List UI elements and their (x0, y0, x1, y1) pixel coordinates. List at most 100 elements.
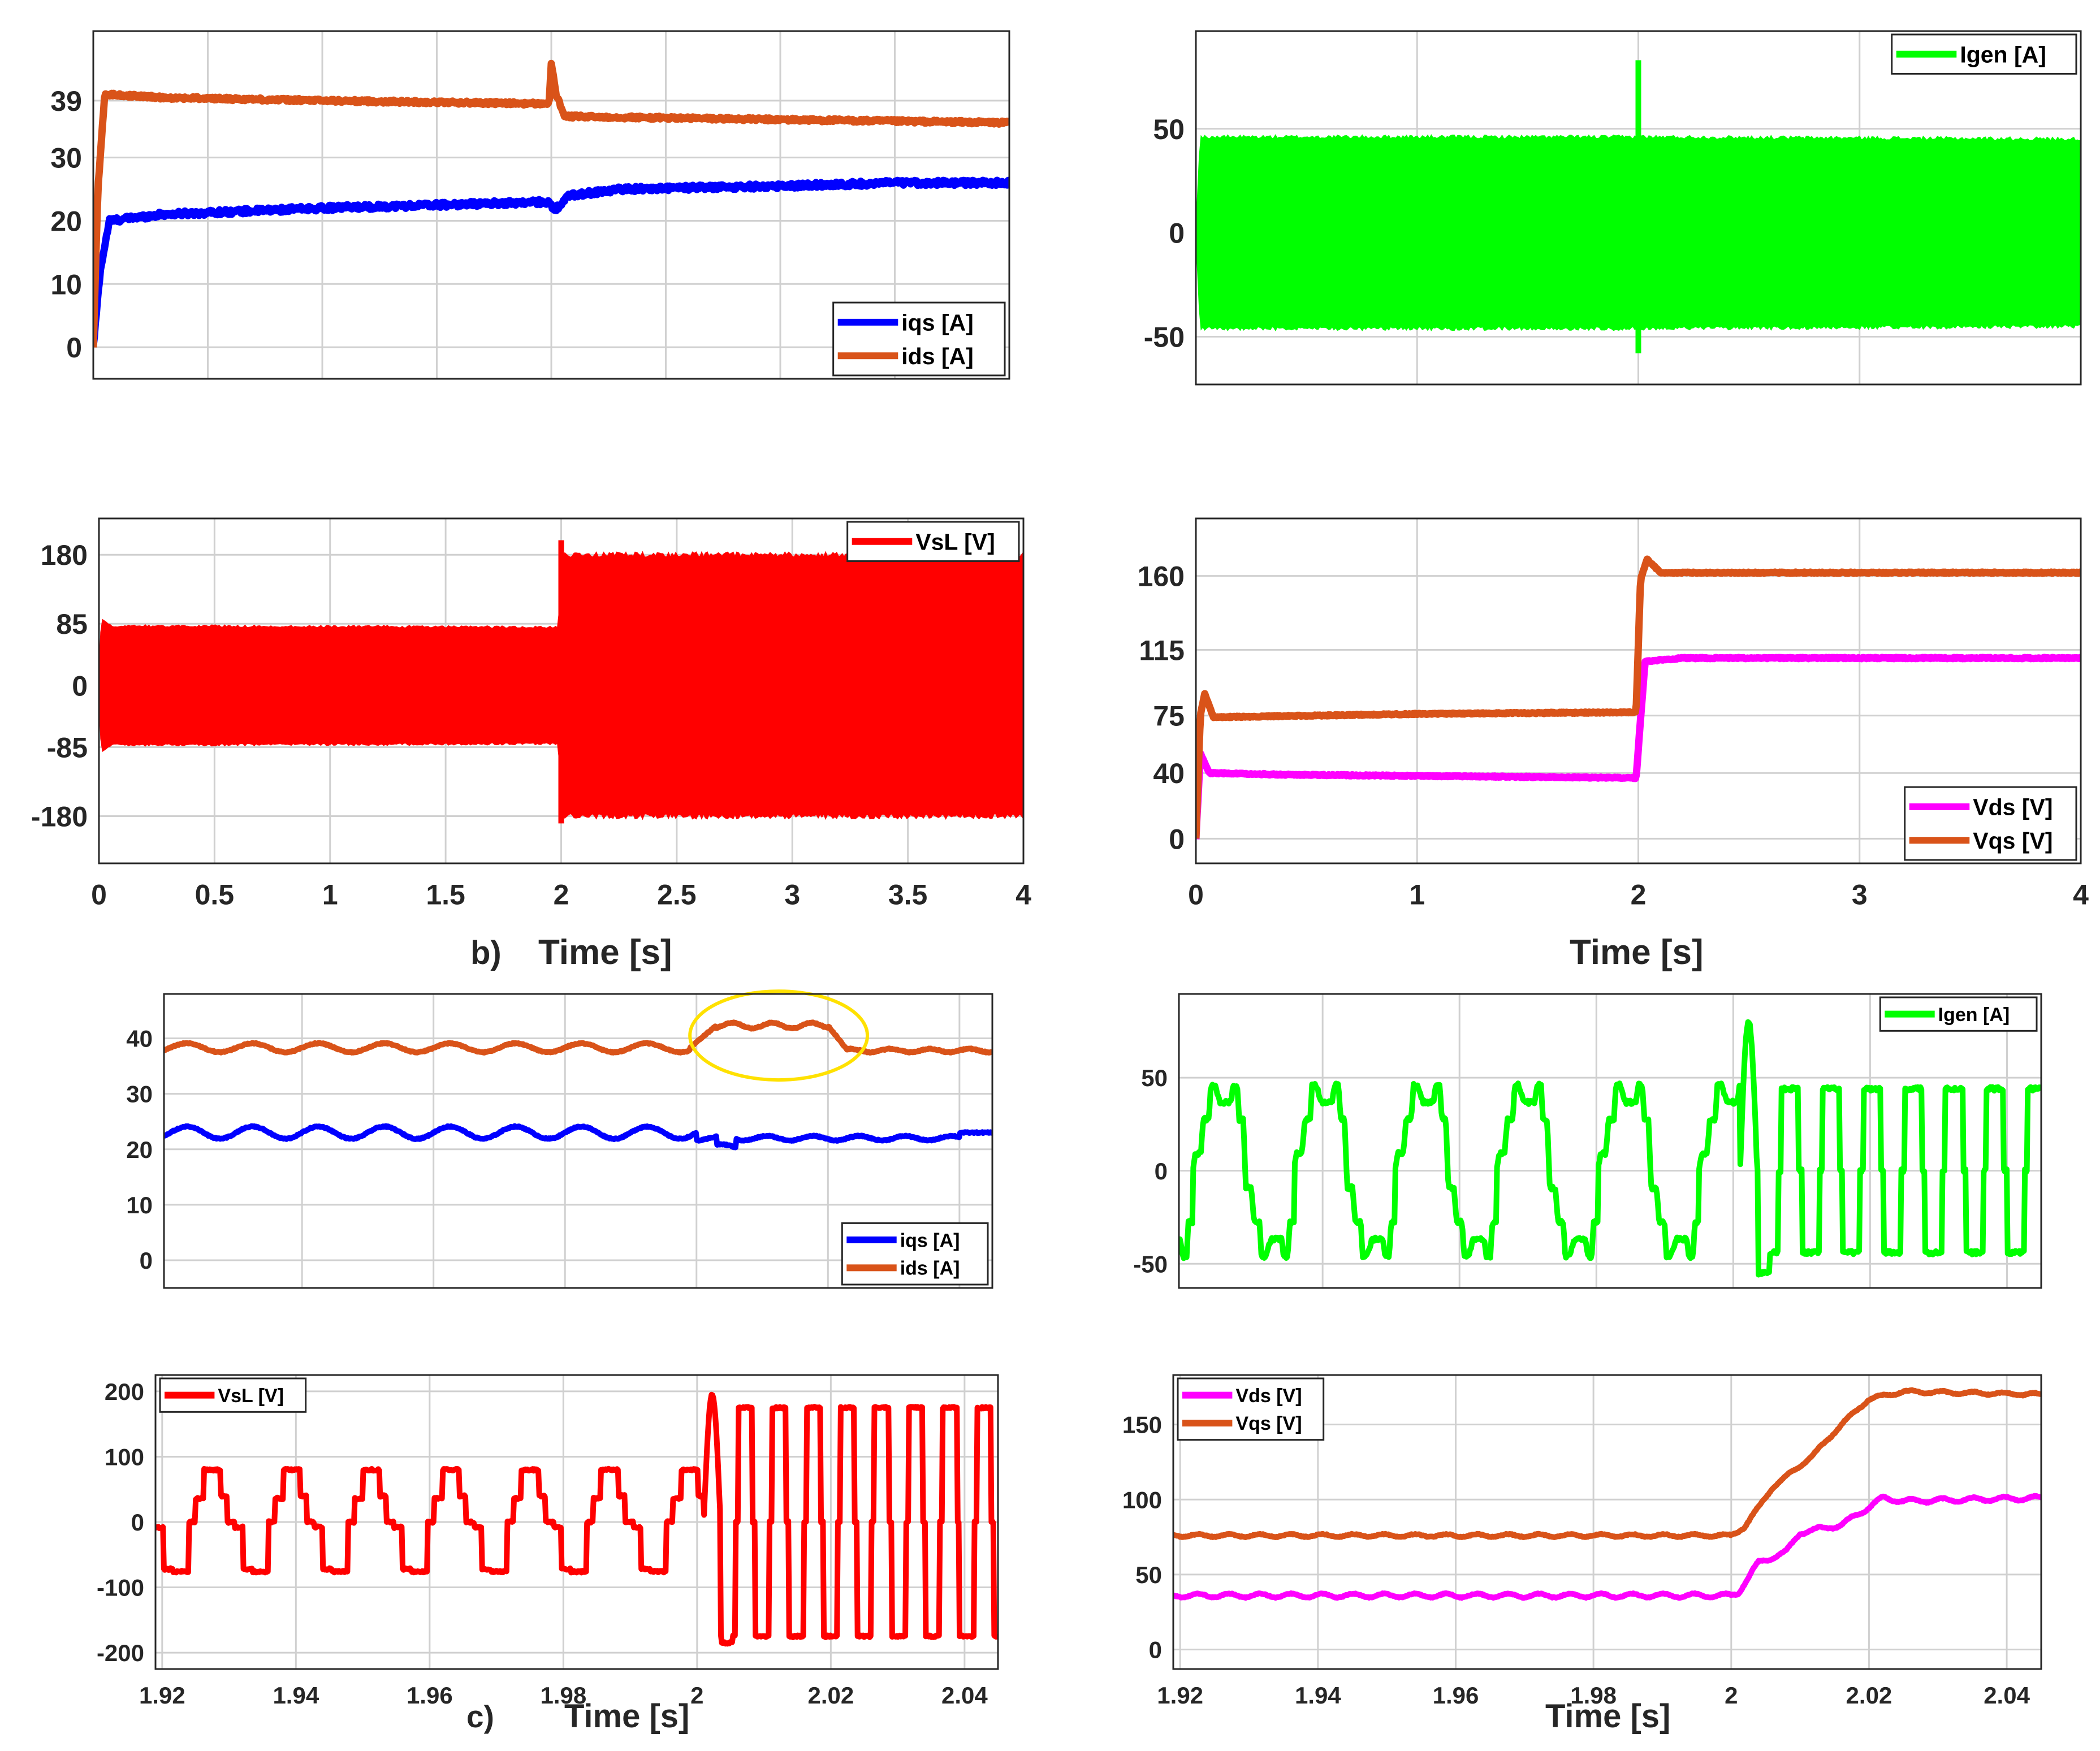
ytick-label-1: 0 (1169, 218, 1185, 249)
xtick-label-0: 0 (91, 879, 107, 911)
series-layer (93, 59, 1009, 348)
chart-p1: 0 10 20 30 39 iqs [A] ids [A] (50, 30, 1010, 380)
ytick-label-3: 30 (50, 142, 82, 174)
axes-box (1178, 993, 2042, 1289)
legend: VsL [V] (159, 1377, 307, 1413)
highlight-ellipse (688, 989, 870, 1082)
caption-c: c) (466, 1699, 494, 1734)
legend-label-0: Vds [V] (1235, 1385, 1302, 1407)
xtick-label-2: 2 (1631, 879, 1647, 911)
series-vqs-line (1173, 1387, 2041, 1540)
ytick-label-0: -200 (97, 1640, 144, 1666)
series-ids-line (164, 1019, 992, 1056)
ytick-label-3: 115 (1139, 634, 1185, 666)
xtick-label-0: 0 (1188, 879, 1204, 911)
xlabel-c-left: Time [s] (564, 1698, 689, 1735)
ytick-label-0: 0 (140, 1247, 153, 1274)
ytick-label-3: 30 (126, 1081, 153, 1108)
chart-p2: -50 0 50 Igen [A] (1144, 30, 2082, 386)
xlabel-b-right: Time [s] (1570, 933, 1704, 972)
xtick-label-3: 1.98 (540, 1682, 586, 1709)
xtick-label-7: 3.5 (888, 879, 928, 911)
axes-box (1172, 1374, 2042, 1670)
axes-box (154, 1374, 999, 1670)
legend: Igen [A] (1879, 996, 2038, 1032)
xtick-label-6: 2.04 (1984, 1682, 2030, 1709)
xtick-label-1: 1.94 (273, 1682, 319, 1709)
legend-label-0: VsL [V] (218, 1385, 284, 1407)
ytick-label-0: 0 (1169, 823, 1185, 855)
legend-box (841, 1222, 989, 1286)
series-layer (1179, 1019, 2041, 1278)
legend-label-1: ids [A] (901, 343, 974, 369)
ytick-label-0: -50 (1133, 1251, 1168, 1277)
series-layer (99, 540, 1023, 824)
legend: iqs [A] ids [A] (841, 1222, 989, 1286)
ytick-label-1: 50 (1135, 1562, 1162, 1588)
legend: Vds [V] Vqs [V] (1904, 786, 2077, 861)
xtick-label-2: 1 (322, 879, 338, 911)
series-vds-line (1173, 1493, 2041, 1601)
xtick-label-5: 2.02 (807, 1682, 854, 1709)
legend: iqs [A] ids [A] (832, 301, 1006, 377)
caption-b: b) (470, 935, 502, 971)
ytick-label-0: -50 (1144, 321, 1185, 353)
ytick-label-2: 20 (126, 1136, 153, 1163)
legend-label-1: Vqs [V] (1235, 1413, 1302, 1434)
axes-box (1195, 30, 2082, 386)
legend-label-0: VsL [V] (915, 529, 995, 555)
legend-box (1904, 786, 2077, 861)
legend-label-0: iqs [A] (900, 1230, 960, 1251)
ytick-label-2: 75 (1153, 701, 1185, 732)
ytick-label-1: 40 (1153, 758, 1185, 789)
series-layer (1173, 1387, 2041, 1601)
xtick-label-0: 1.92 (1157, 1682, 1203, 1709)
xtick-label-1: 1.94 (1295, 1682, 1341, 1709)
chart-p6: -50 0 50 Igen [A] (1133, 993, 2042, 1289)
chart-p3: -180 -85 0 85 180 0 0.5 1 1.5 2 2.5 3 3.5 4 VsL [V] (31, 517, 1031, 911)
xtick-label-4: 2 (1725, 1682, 1738, 1709)
xtick-label-5: 2.5 (657, 879, 697, 911)
series-layer (155, 1391, 998, 1647)
ytick-label-2: 100 (1122, 1486, 1162, 1513)
xtick-label-4: 4 (2073, 879, 2089, 911)
xtick-label-3: 3 (1852, 879, 1868, 911)
series-vsl-line (155, 1391, 998, 1647)
ytick-label-0: 0 (1149, 1637, 1162, 1663)
xlabel-b-left: Time [s] (538, 933, 672, 972)
ytick-label-1: -85 (47, 732, 88, 764)
series-iqs-line (93, 176, 1009, 346)
xtick-label-2: 1.96 (407, 1682, 453, 1709)
series-vds-line (1196, 654, 2081, 840)
ytick-label-4: 160 (1138, 561, 1185, 593)
ytick-label-4: 180 (41, 539, 88, 571)
plot-area (1179, 994, 2041, 1288)
legend: VsL [V] (846, 521, 1020, 562)
ytick-label-3: 85 (56, 608, 88, 640)
chart-p5: 0 10 20 30 40 iqs [A] ids [A] (126, 989, 993, 1289)
axes-box (1195, 517, 2082, 864)
ytick-label-2: 50 (1153, 114, 1185, 145)
series-layer (1196, 60, 2081, 353)
series-ids-line (93, 59, 1009, 348)
xtick-label-6: 3 (784, 879, 800, 911)
series-layer (164, 1019, 992, 1151)
ytick-label-3: 100 (105, 1444, 144, 1471)
chart-p4: 0 40 75 115 160 0 1 2 3 4 Vds [V] Vqs [V] (1138, 517, 2089, 911)
series-iqs-line (164, 1123, 992, 1151)
legend: Igen [A] (1891, 33, 2077, 75)
xlabel-c-right: Time [s] (1545, 1698, 1670, 1735)
ytick-label-4: 40 (126, 1026, 153, 1052)
ytick-label-2: 0 (72, 670, 88, 702)
ytick-label-0: -180 (31, 801, 88, 833)
xtick-label-6: 2.04 (941, 1682, 988, 1709)
ytick-label-3: 150 (1122, 1412, 1162, 1438)
ytick-label-1: 0 (1155, 1158, 1168, 1184)
xtick-label-2: 1.96 (1433, 1682, 1479, 1709)
ytick-label-2: 50 (1141, 1065, 1168, 1091)
legend-label-0: iqs [A] (901, 310, 974, 336)
legend-box (832, 301, 1006, 377)
xtick-label-3: 1.98 (1570, 1682, 1617, 1709)
